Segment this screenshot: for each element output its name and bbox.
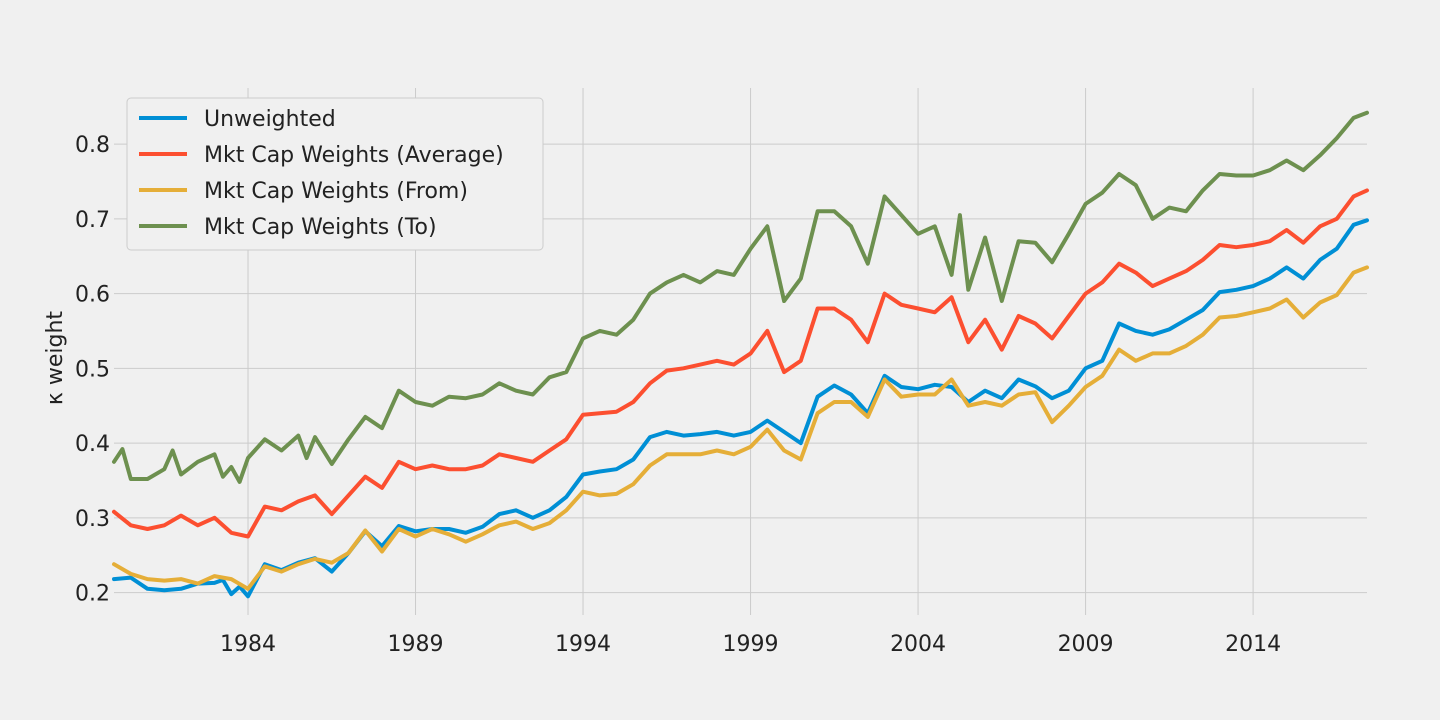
x-tick-label: 1989 (388, 632, 444, 657)
x-tick-label: 1984 (220, 632, 276, 657)
series-line-unweighted (112, 218, 1369, 599)
series-line-mkt-cap-weights-to (112, 110, 1369, 484)
legend-label: Mkt Cap Weights (From) (204, 179, 468, 204)
series-lines (112, 110, 1369, 599)
y-tick-label: 0.6 (75, 283, 110, 308)
series-line-mkt-cap-weights-average (112, 188, 1369, 539)
y-tick-label: 0.2 (75, 582, 110, 607)
x-tick-label: 2009 (1058, 632, 1114, 657)
legend-label: Mkt Cap Weights (To) (204, 215, 437, 240)
y-tick-label: 0.4 (75, 432, 110, 457)
x-axis: 1984 1989 1994 1999 2004 2009 2014 (220, 632, 1281, 657)
legend-label: Mkt Cap Weights (Average) (204, 143, 504, 168)
y-axis: 0.2 0.3 0.4 0.5 0.6 0.7 0.8 (75, 133, 110, 607)
y-tick-label: 0.8 (75, 133, 110, 158)
legend: Unweighted Mkt Cap Weights (Average) Mkt C… (126, 97, 544, 251)
x-tick-label: 1999 (723, 632, 779, 657)
legend-box (126, 97, 544, 251)
y-tick-label: 0.5 (75, 357, 110, 382)
x-tick-label: 2004 (890, 632, 946, 657)
y-axis-title: κ weight (43, 311, 68, 406)
x-tick-label: 2014 (1225, 632, 1281, 657)
x-tick-label: 1994 (555, 632, 611, 657)
y-tick-label: 0.7 (75, 208, 110, 233)
legend-label: Unweighted (204, 107, 336, 132)
series-line-mkt-cap-weights-from (112, 265, 1369, 591)
y-tick-label: 0.3 (75, 507, 110, 532)
